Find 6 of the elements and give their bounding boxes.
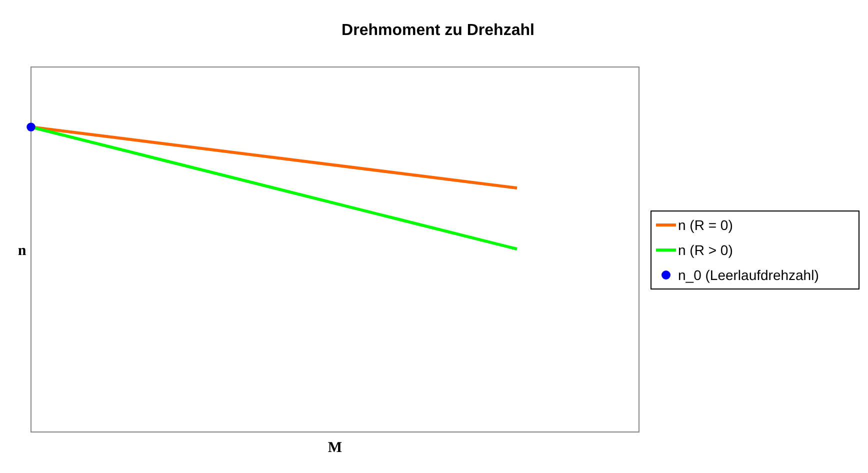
x-axis-title: M xyxy=(328,440,342,456)
y-axis-title: n xyxy=(18,243,27,259)
legend-label: n (R = 0) xyxy=(678,217,733,233)
legend-label: n (R > 0) xyxy=(678,242,733,258)
legend-label: n_0 (Leerlaufdrehzahl) xyxy=(678,267,819,283)
chart-title: Drehmoment zu Drehzahl xyxy=(342,22,534,39)
